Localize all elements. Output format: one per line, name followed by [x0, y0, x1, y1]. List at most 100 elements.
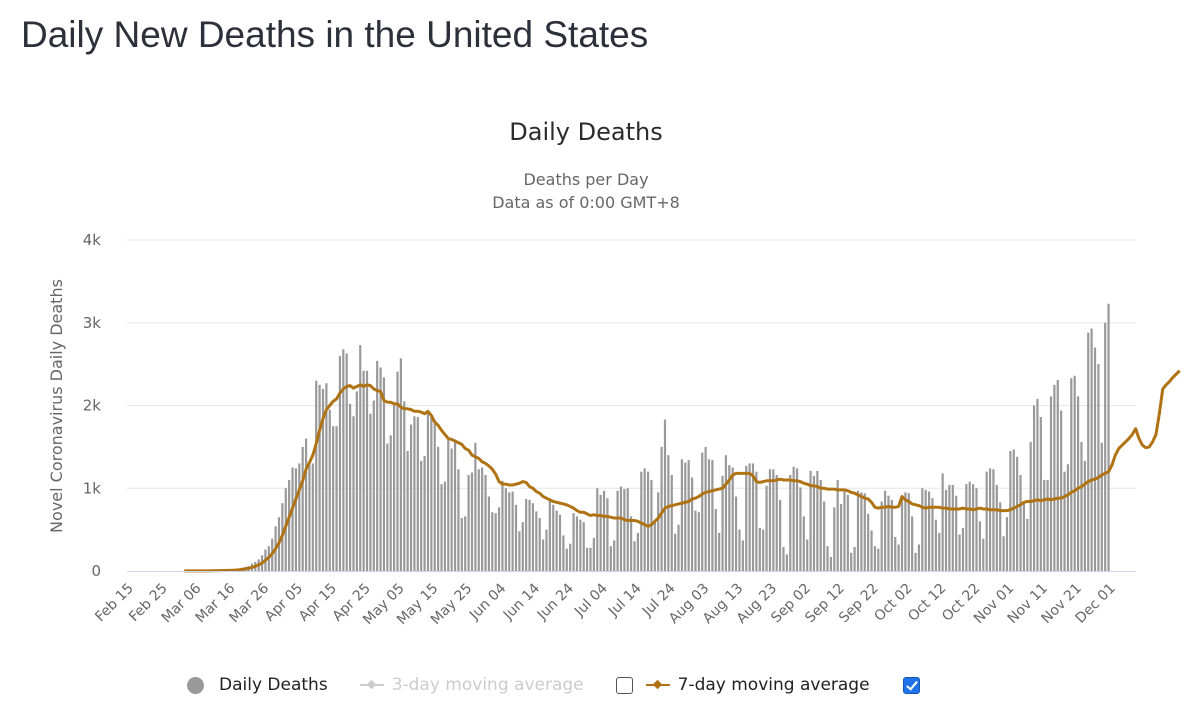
bar[interactable] [802, 516, 805, 571]
bar[interactable] [883, 490, 887, 571]
bar[interactable] [1100, 442, 1103, 571]
bar[interactable] [826, 546, 829, 571]
bar[interactable] [1005, 517, 1009, 571]
bar[interactable] [335, 426, 338, 571]
bar[interactable] [694, 510, 697, 571]
bar[interactable] [806, 539, 809, 571]
bar[interactable] [325, 383, 328, 571]
bar[interactable] [846, 494, 849, 571]
bar[interactable] [633, 541, 636, 571]
bar[interactable] [850, 552, 853, 571]
bar[interactable] [572, 513, 575, 571]
bar[interactable] [856, 490, 860, 571]
legend-item-7day-ma[interactable]: 7-day moving average [645, 675, 870, 695]
bar[interactable] [934, 519, 937, 571]
bar[interactable] [484, 475, 487, 571]
bar[interactable] [1107, 303, 1110, 571]
bar[interactable] [355, 391, 358, 571]
bar[interactable] [799, 487, 802, 571]
bar[interactable] [521, 522, 524, 571]
bar[interactable] [745, 465, 748, 571]
bar[interactable] [623, 489, 626, 571]
bar[interactable] [1036, 398, 1039, 571]
bar[interactable] [1087, 332, 1090, 571]
bar[interactable] [467, 475, 470, 571]
bar[interactable] [751, 463, 755, 571]
bar[interactable] [569, 543, 572, 571]
bar[interactable] [1046, 479, 1049, 571]
bar[interactable] [955, 495, 958, 571]
bar[interactable] [409, 424, 413, 571]
bar[interactable] [900, 498, 904, 571]
bar[interactable] [948, 484, 951, 571]
bar[interactable] [1022, 502, 1025, 571]
bar[interactable] [768, 469, 772, 571]
bar[interactable] [853, 547, 856, 571]
bar[interactable] [904, 492, 907, 571]
bar[interactable] [474, 442, 477, 571]
bar[interactable] [677, 524, 680, 571]
bar[interactable] [545, 529, 548, 572]
bar[interactable] [951, 484, 954, 571]
bar[interactable] [609, 546, 612, 571]
bar[interactable] [748, 463, 751, 571]
bar[interactable] [643, 468, 646, 571]
bar[interactable] [291, 467, 294, 571]
bar[interactable] [731, 467, 734, 571]
bar[interactable] [589, 547, 592, 571]
bar[interactable] [928, 491, 931, 571]
bar[interactable] [772, 469, 775, 571]
bar[interactable] [525, 499, 528, 571]
bar[interactable] [541, 539, 545, 571]
bar[interactable] [707, 459, 711, 571]
bar[interactable] [724, 455, 728, 571]
bar[interactable] [518, 531, 521, 571]
bar[interactable] [653, 521, 656, 571]
bar[interactable] [315, 380, 318, 571]
bar[interactable] [1056, 379, 1059, 571]
bar[interactable] [477, 469, 480, 571]
bar[interactable] [575, 516, 579, 571]
bar[interactable] [393, 405, 396, 572]
bar[interactable] [972, 484, 975, 571]
bar[interactable] [663, 419, 667, 571]
bar[interactable] [823, 501, 826, 571]
bar[interactable] [548, 499, 551, 571]
bar[interactable] [738, 529, 741, 572]
bar[interactable] [697, 512, 700, 571]
bar[interactable] [501, 480, 504, 571]
bar[interactable] [308, 465, 311, 571]
bar[interactable] [789, 475, 792, 571]
bar[interactable] [988, 468, 992, 571]
bar[interactable] [792, 466, 795, 571]
bar[interactable] [453, 439, 457, 571]
bar[interactable] [382, 377, 386, 571]
bar[interactable] [538, 518, 541, 571]
bar[interactable] [508, 492, 511, 571]
bar[interactable] [985, 471, 988, 571]
bar[interactable] [301, 446, 304, 572]
bar[interactable] [741, 540, 744, 571]
bar[interactable] [938, 532, 941, 571]
bar[interactable] [372, 400, 375, 571]
bar[interactable] [328, 409, 331, 571]
bar[interactable] [1076, 396, 1080, 571]
bar[interactable] [596, 488, 599, 571]
bar[interactable] [362, 370, 365, 571]
bar[interactable] [1097, 364, 1100, 572]
bar[interactable] [389, 435, 392, 571]
bar[interactable] [457, 469, 460, 571]
bar[interactable] [887, 495, 890, 571]
bar[interactable] [579, 519, 582, 571]
bar[interactable] [958, 534, 961, 571]
bar[interactable] [481, 467, 484, 571]
bar[interactable] [386, 443, 389, 571]
bar[interactable] [728, 465, 731, 571]
bar[interactable] [718, 532, 721, 571]
bar[interactable] [552, 504, 555, 571]
bar[interactable] [961, 527, 965, 571]
bar[interactable] [470, 472, 474, 571]
bar[interactable] [812, 475, 816, 571]
bar[interactable] [1063, 471, 1066, 571]
bar[interactable] [995, 484, 998, 571]
